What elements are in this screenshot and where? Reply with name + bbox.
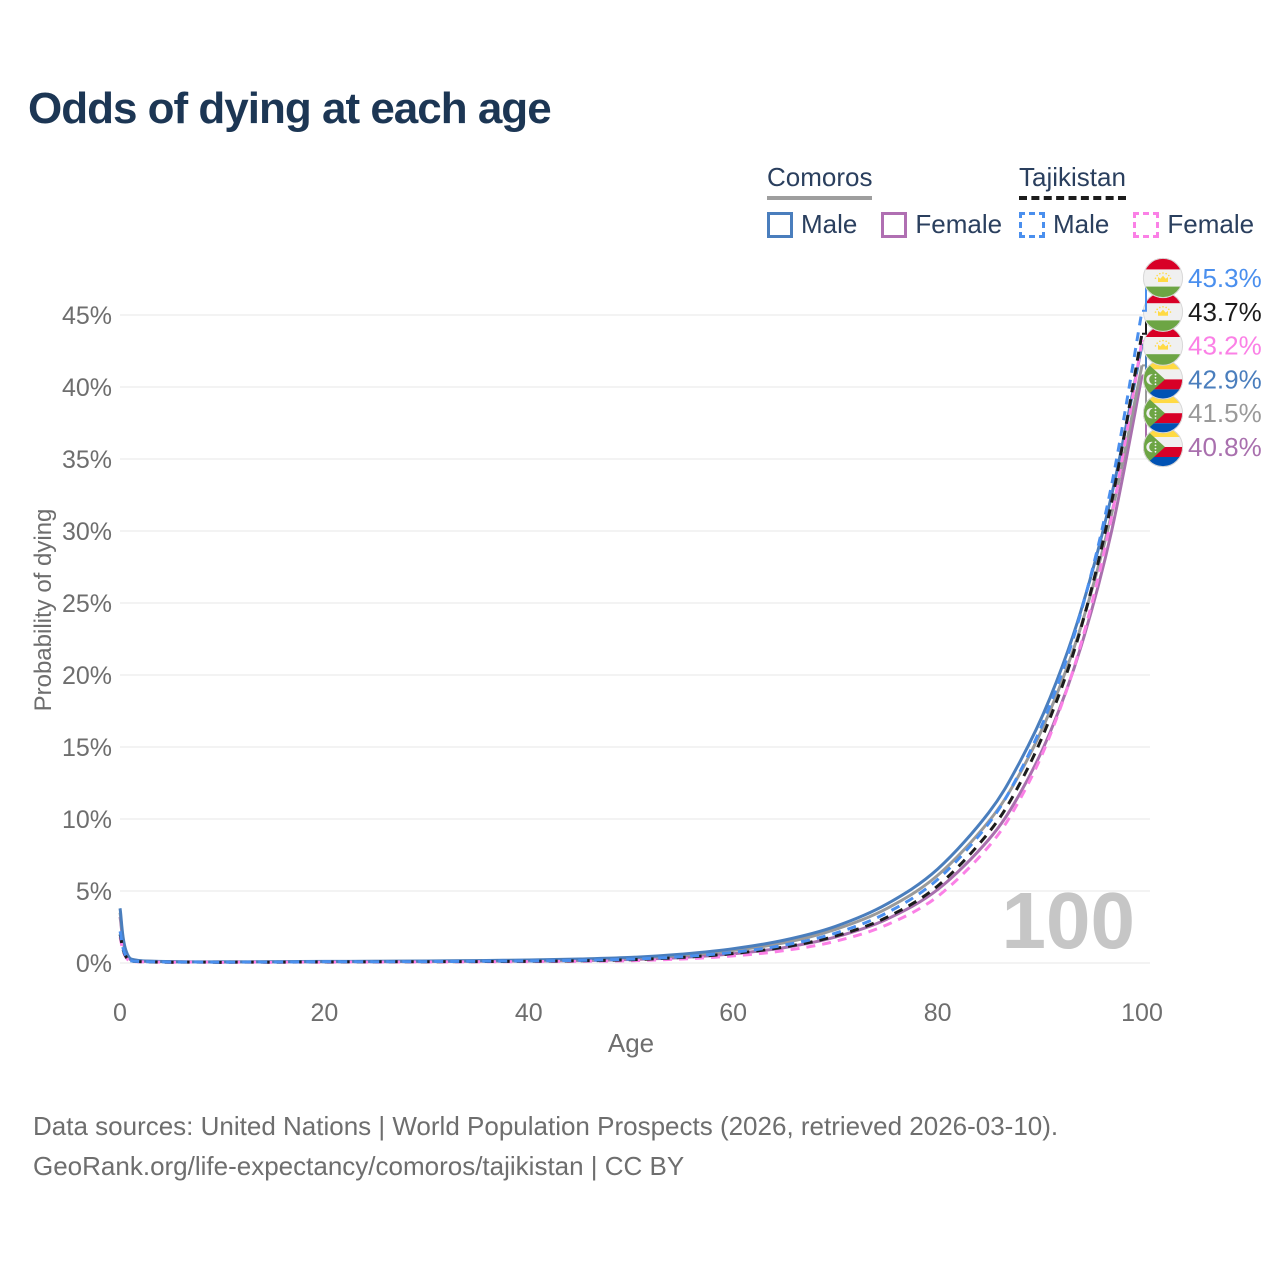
legend-swatch: [1019, 211, 1045, 238]
legend: Comoros Male Female Tajikistan Male Female: [0, 0, 1280, 250]
legend-country-tajikistan[interactable]: Tajikistan: [1019, 162, 1126, 200]
series-end-label: 43.7%: [1188, 297, 1262, 327]
legend-swatch: [881, 211, 908, 238]
series-end-label: 40.8%: [1188, 432, 1262, 462]
flag-border: [1142, 257, 1184, 299]
y-tick-label: 30%: [62, 518, 112, 546]
series-line-comoros-both[interactable]: [118, 365, 1144, 964]
series-line-tajikistan-male[interactable]: [118, 310, 1144, 964]
legend-item-label: Male: [801, 209, 858, 239]
legend-items-row: Male Female: [767, 209, 1026, 240]
series-end-label: 43.2%: [1188, 331, 1262, 361]
series-line-comoros-male[interactable]: [118, 344, 1144, 964]
y-tick-label: 45%: [62, 302, 112, 330]
comoros-flag-icon: [1143, 427, 1183, 467]
series-line-tajikistan-both[interactable]: [118, 333, 1144, 964]
legend-group-comoros: Comoros Male Female: [767, 162, 1026, 240]
series-line-comoros-female[interactable]: [118, 375, 1144, 964]
x-tick-label: 20: [310, 999, 338, 1027]
legend-swatch: [1133, 211, 1160, 238]
y-tick-label: 5%: [76, 878, 112, 906]
chart-title: Odds of dying at each age: [28, 84, 552, 133]
legend-item-comoros-male[interactable]: Male: [767, 209, 857, 240]
legend-item-comoros-female[interactable]: Female: [881, 209, 1002, 240]
y-axis-title: Probability of dying: [30, 508, 57, 712]
y-tick-label: 10%: [62, 806, 112, 834]
legend-item-label: Female: [1167, 209, 1255, 239]
attribution-line: GeoRank.org/life-expectancy/comoros/taji…: [33, 1151, 685, 1181]
hover-age-watermark: 100: [1002, 876, 1135, 965]
x-axis-title: Age: [607, 1028, 655, 1058]
series-end-label: 42.9%: [1188, 364, 1262, 394]
legend-swatch: [767, 211, 793, 238]
legend-country-comoros[interactable]: Comoros: [767, 162, 873, 200]
legend-group-tajikistan: Tajikistan Male Female: [1019, 162, 1278, 240]
x-tick-label: 80: [924, 999, 952, 1027]
legend-item-tajikistan-male[interactable]: Male: [1019, 209, 1109, 240]
y-tick-label: 15%: [62, 734, 112, 762]
x-tick-label: 0: [113, 999, 127, 1027]
x-tick-label: 100: [1121, 999, 1163, 1027]
tajikistan-flag-icon: [1143, 258, 1183, 298]
footer: Data sources: United Nations | World Pop…: [33, 1106, 1058, 1186]
legend-item-label: Male: [1053, 209, 1110, 239]
legend-item-tajikistan-female[interactable]: Female: [1133, 209, 1254, 240]
y-tick-label: 0%: [76, 950, 112, 978]
x-tick-label: 40: [515, 999, 543, 1027]
legend-item-label: Female: [915, 209, 1003, 239]
data-source-line: Data sources: United Nations | World Pop…: [33, 1111, 1059, 1141]
series-line-tajikistan-female[interactable]: [118, 340, 1144, 964]
series-end-label: 41.5%: [1188, 398, 1262, 428]
y-tick-label: 35%: [62, 446, 112, 474]
x-tick-label: 60: [719, 999, 747, 1027]
series-end-label: 45.3%: [1188, 263, 1262, 293]
legend-items-row: Male Female: [1019, 209, 1278, 240]
y-tick-label: 20%: [62, 662, 112, 690]
y-tick-label: 40%: [62, 374, 112, 402]
y-tick-label: 25%: [62, 590, 112, 618]
